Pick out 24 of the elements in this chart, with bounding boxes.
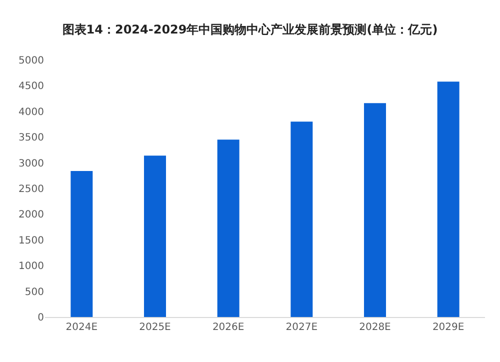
x-tick-label: 2029E <box>432 322 464 333</box>
x-tick-label: 2027E <box>286 322 318 333</box>
y-tick-label: 2500 <box>18 184 44 195</box>
bar <box>364 103 386 317</box>
y-tick-label: 3500 <box>18 132 44 144</box>
bar <box>70 171 93 317</box>
y-tick-label: 4000 <box>18 106 44 118</box>
x-tick-label: 2024E <box>66 322 98 333</box>
y-tick-label: 1000 <box>18 261 44 272</box>
bar <box>290 122 313 317</box>
x-tick-label: 2028E <box>359 322 391 333</box>
y-tick-label: 2000 <box>18 210 44 221</box>
y-tick-label: 4500 <box>18 81 44 92</box>
y-tick-label: 3000 <box>18 158 44 170</box>
y-tick-label: 500 <box>24 286 44 298</box>
x-tick-label: 2026E <box>212 322 244 333</box>
y-tick-label: 0 <box>38 312 44 324</box>
y-tick-label: 5000 <box>18 56 44 66</box>
chart-title: 图表14：2024-2029年中国购物中心产业发展前景预测(单位：亿元) <box>62 22 438 37</box>
x-tick-label: 2025E <box>139 322 171 333</box>
bar <box>217 140 240 317</box>
y-tick-label: 1500 <box>18 235 44 246</box>
bar <box>437 82 460 317</box>
bar <box>144 156 166 317</box>
